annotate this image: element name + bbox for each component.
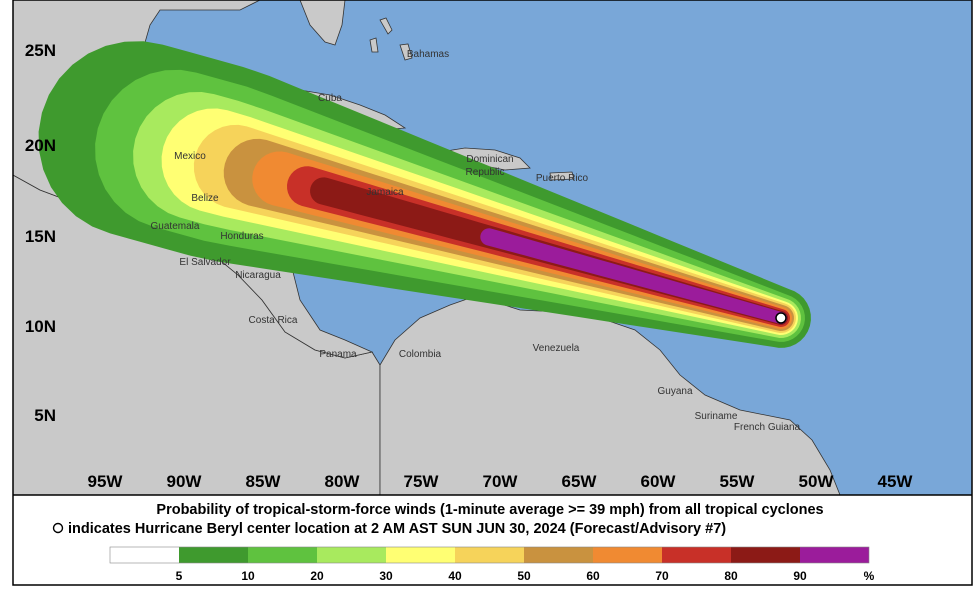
place-label: French Guiana	[734, 422, 801, 433]
legend-swatch	[731, 547, 800, 563]
place-label: Puerto Rico	[536, 173, 589, 184]
legend-label: 50	[517, 569, 531, 583]
lon-label: 45W	[878, 472, 914, 491]
place-label: Bahamas	[407, 49, 449, 60]
legend-label: 40	[448, 569, 462, 583]
legend-label: 5	[176, 569, 183, 583]
map-labels: 25N 20N 15N 10N 5N 95W 90W 85W 80W 75W 70W 65W 60W 55…	[25, 41, 914, 491]
lon-label: 65W	[562, 472, 598, 491]
legend-label: 20	[310, 569, 324, 583]
south-america	[379, 297, 841, 496]
legend: 5 10 20 30 40 50 60 70 80 90%	[109, 546, 875, 583]
lon-label: 75W	[404, 472, 440, 491]
florida	[299, 0, 346, 46]
legend-label: 60	[586, 569, 600, 583]
frame	[12, 0, 973, 586]
caption-marker	[52, 522, 64, 534]
bahamas	[369, 17, 413, 61]
legend-swatch	[179, 547, 248, 563]
lon-label: 70W	[483, 472, 519, 491]
place-label: Nicaragua	[235, 270, 281, 281]
lat-label: 20N	[25, 136, 56, 155]
caption-line2: indicates Hurricane Beryl center locatio…	[68, 521, 726, 537]
legend-unit: %	[864, 569, 875, 583]
lat-label: 15N	[25, 227, 56, 246]
legend-label: 10	[241, 569, 255, 583]
legend-swatch	[110, 547, 179, 563]
lon-label: 85W	[246, 472, 282, 491]
lon-label: 90W	[167, 472, 203, 491]
legend-label: 70	[655, 569, 669, 583]
legend-swatch	[662, 547, 731, 563]
place-label: Guyana	[657, 386, 692, 397]
lon-label: 80W	[325, 472, 361, 491]
puerto-rico	[549, 171, 575, 181]
lat-label: 5N	[34, 406, 56, 425]
caption-line1: Probability of tropical-storm-force wind…	[156, 502, 823, 518]
legend-swatch	[317, 547, 386, 563]
legend-swatch	[593, 547, 662, 563]
legend-swatch	[800, 547, 869, 563]
place-label: Guatemala	[151, 221, 200, 232]
storm-center	[775, 312, 787, 324]
legend-border	[109, 546, 870, 564]
legend-label: 80	[724, 569, 738, 583]
place-label: Costa Rica	[249, 315, 298, 326]
place-label: Belize	[191, 193, 219, 204]
place-label: Honduras	[220, 231, 263, 242]
place-label: Republic	[466, 167, 505, 178]
place-label: Dominican	[466, 154, 513, 165]
lat-label: 10N	[25, 317, 56, 336]
legend-swatch	[455, 547, 524, 563]
lon-label: 50W	[799, 472, 835, 491]
place-label: Jamaica	[366, 187, 404, 198]
lon-label: 95W	[88, 472, 124, 491]
legend-swatch	[386, 547, 455, 563]
legend-label: 90	[793, 569, 807, 583]
place-label: Venezuela	[533, 343, 580, 354]
lat-label: 25N	[25, 41, 56, 60]
place-label: Suriname	[695, 411, 738, 422]
legend-swatch	[248, 547, 317, 563]
legend-swatch	[524, 547, 593, 563]
place-label: Panama	[319, 349, 357, 360]
probability-swaths	[38, 41, 811, 348]
place-label: Colombia	[399, 349, 442, 360]
probability-band	[480, 228, 787, 324]
place-label: Cuba	[318, 93, 342, 104]
legend-label: 30	[379, 569, 393, 583]
place-label: El Salvador	[179, 257, 231, 268]
lon-label: 60W	[641, 472, 677, 491]
place-label: Mexico	[174, 151, 206, 162]
lon-label: 55W	[720, 472, 756, 491]
